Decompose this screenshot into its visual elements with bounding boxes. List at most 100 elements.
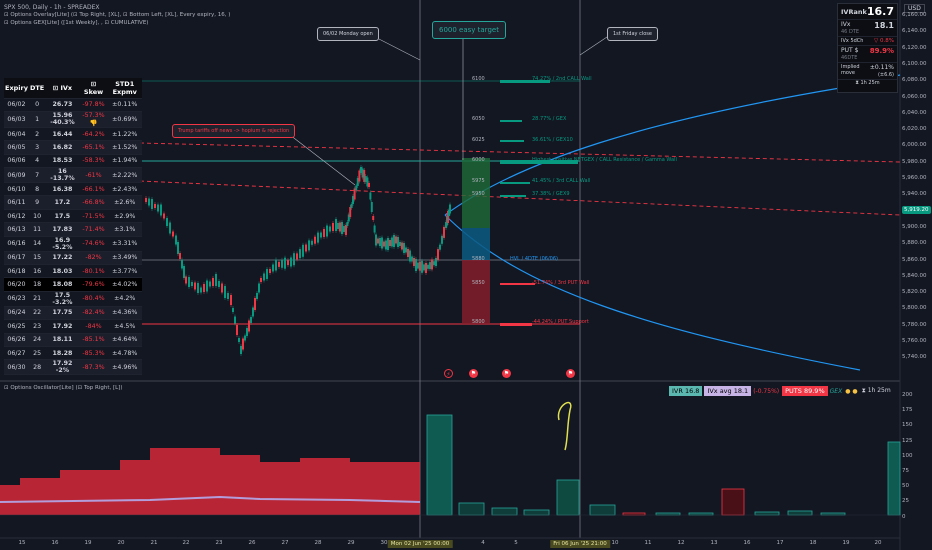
cell-ivx: 17.92 bbox=[45, 319, 80, 334]
price-tick: 6,000.00 bbox=[902, 142, 927, 149]
table-row: 06/18 16 18.03 -80.1% ±3.77% bbox=[4, 264, 142, 279]
table-row: 06/12 10 17.5 -71.5% ±2.9% bbox=[4, 209, 142, 224]
first-friday-note[interactable]: 1st Friday close bbox=[607, 27, 658, 41]
level-label: -51.74% / 3rd PUT Wall bbox=[532, 280, 590, 286]
gex-positive-zone bbox=[462, 158, 490, 228]
flag-event-icon[interactable]: ⚑ bbox=[469, 369, 478, 378]
ivx-dte: 46 DTE bbox=[841, 29, 860, 35]
level-label: 28.77% / GEX bbox=[532, 116, 567, 122]
gex-bar-6100 bbox=[500, 80, 550, 83]
price-tick: 6,100.00 bbox=[902, 60, 927, 67]
gex-bar-5850 bbox=[500, 283, 535, 285]
table-row: 06/02 0 26.73 -97.8% ±0.11% bbox=[4, 98, 142, 112]
monday-open-note[interactable]: 06/02 Monday open bbox=[317, 27, 379, 41]
easy-target-note[interactable]: 6000 easy target bbox=[432, 21, 506, 39]
cell-ivx: 17.92 -2% bbox=[45, 359, 80, 376]
level-price: 6025 bbox=[472, 137, 485, 143]
cell-std: ±4.5% bbox=[107, 319, 142, 334]
osc-bar bbox=[589, 504, 616, 516]
cell-std: ±1.22% bbox=[107, 127, 142, 142]
table-row: 06/26 24 18.11 -85.1% ±4.64% bbox=[4, 333, 142, 347]
level-price: 6100 bbox=[472, 76, 485, 82]
level-price: 6050 bbox=[472, 116, 485, 122]
cell-dte: 22 bbox=[28, 306, 46, 321]
gex-indicator-legend[interactable]: ⊡ Options GEX[Lite] ([1st Weekly], , ⊡ C… bbox=[4, 20, 149, 26]
level-label: 37.38% / GEX9 bbox=[532, 191, 570, 197]
cell-ivx: 17.83 bbox=[45, 222, 80, 237]
oscillator-badges: IVR 16.8 IVx avg 18.1 (-0.75%) PUTS 89.9… bbox=[669, 386, 891, 396]
time-tick: Mon 02 Jun '25 00:00 bbox=[387, 540, 453, 548]
cell-ivx: 15.96 -40.3% bbox=[45, 111, 80, 128]
flag-event-icon[interactable]: ⚑ bbox=[566, 369, 575, 378]
symbol-title[interactable]: SPX 500, Daily - 1h - SPREADEX bbox=[4, 4, 100, 11]
price-tick: 5,820.00 bbox=[902, 289, 927, 296]
osc-tick: 175 bbox=[902, 407, 913, 414]
table-row: 06/09 7 16 -13.7% -61% ±2.22% bbox=[4, 167, 142, 184]
cell-skew: -74.6% bbox=[79, 236, 108, 252]
trump-tariffs-note[interactable]: Trump tariffs off news -> hopium & rejec… bbox=[172, 124, 296, 138]
cell-std: ±4.02% bbox=[107, 277, 142, 292]
level-price: 5850 bbox=[472, 280, 485, 286]
time-tick: 15 bbox=[18, 540, 26, 546]
table-row: 06/23 21 17.5 -3.2% -80.4% ±4.2% bbox=[4, 291, 142, 307]
price-tick: 5,940.00 bbox=[902, 191, 927, 198]
cell-dte: 8 bbox=[28, 182, 46, 197]
osc-tick: 200 bbox=[902, 392, 913, 398]
cell-expiry: 06/24 bbox=[4, 306, 29, 321]
gex-bar-6050 bbox=[500, 120, 522, 122]
cell-expiry: 06/18 bbox=[4, 264, 29, 279]
put-skew-area bbox=[0, 448, 420, 515]
cell-expiry: 06/13 bbox=[4, 222, 29, 237]
time-tick: 5 bbox=[514, 540, 518, 546]
oscillator-legend[interactable]: ⊡ Options Oscillator[Lite] (⊡ Top Right,… bbox=[4, 385, 123, 391]
oscillator-bars bbox=[0, 414, 901, 516]
osc-bar bbox=[787, 510, 813, 516]
price-tick: 5,900.00 bbox=[902, 223, 927, 230]
cell-expiry: 06/30 bbox=[4, 359, 29, 376]
time-tick: 18 bbox=[809, 540, 817, 546]
osc-bar bbox=[721, 488, 745, 516]
gex-bar-5800 bbox=[500, 323, 532, 326]
cell-dte: 24 bbox=[28, 333, 46, 347]
level-label: Highest positive NETGEX / CALL Resistanc… bbox=[532, 157, 677, 163]
pane-divider bbox=[0, 380, 900, 382]
red-dashed-trend-2 bbox=[139, 180, 901, 216]
hand-drawn-squiggle bbox=[557, 401, 572, 451]
time-tick: 17 bbox=[776, 540, 784, 546]
time-tick: 22 bbox=[182, 540, 190, 546]
table-row: 06/06 4 18.53 -58.3% ±1.94% bbox=[4, 154, 142, 169]
cell-dte: 18 bbox=[28, 277, 46, 292]
table-row: 06/25 23 17.92 -84% ±4.5% bbox=[4, 319, 142, 334]
cell-skew: -80.1% bbox=[79, 264, 108, 279]
time-tick: 20 bbox=[874, 540, 882, 546]
overlay-indicator-legend[interactable]: ⊡ Options Overlay[Lite] (⊡ Top Right, [X… bbox=[4, 12, 231, 18]
ivx-value: 18.1 bbox=[874, 21, 894, 30]
implied-move-points: (±6.6) bbox=[877, 72, 894, 78]
currency-button[interactable]: USD bbox=[904, 4, 925, 13]
cell-dte: 16 bbox=[28, 264, 46, 279]
flag-event-icon[interactable]: ⚑ bbox=[502, 369, 511, 378]
cell-dte: 7 bbox=[28, 167, 46, 184]
col-std: STD1 Expmv bbox=[107, 78, 142, 99]
price-tick: 6,040.00 bbox=[902, 109, 927, 116]
cell-dte: 3 bbox=[28, 140, 46, 155]
implied-move-value: ±0.11% bbox=[869, 64, 894, 71]
osc-bar bbox=[523, 509, 550, 516]
cell-ivx: 16.9 -5.2% bbox=[45, 236, 80, 252]
cell-expiry: 06/16 bbox=[4, 236, 29, 252]
time-tick: 10 bbox=[611, 540, 619, 546]
expected-move-lower bbox=[444, 214, 861, 371]
expiry-table: Expiry DTE ⊡ IVx ⊡ Skew STD1 Expmv 06/02… bbox=[4, 78, 142, 376]
cell-dte: 23 bbox=[28, 319, 46, 334]
price-tick: 5,780.00 bbox=[902, 321, 927, 328]
price-tick: 6,060.00 bbox=[902, 93, 927, 100]
lightning-event-icon[interactable]: ⚡ bbox=[444, 369, 453, 378]
time-tick: 4 bbox=[481, 540, 485, 546]
cell-skew: -87.3% bbox=[79, 359, 108, 376]
level-price: 5800 bbox=[472, 319, 485, 325]
cell-skew: -80.4% bbox=[79, 291, 108, 307]
cell-expiry: 06/23 bbox=[4, 291, 29, 307]
cell-ivx: 17.75 bbox=[45, 306, 80, 321]
cell-dte: 14 bbox=[28, 236, 46, 252]
